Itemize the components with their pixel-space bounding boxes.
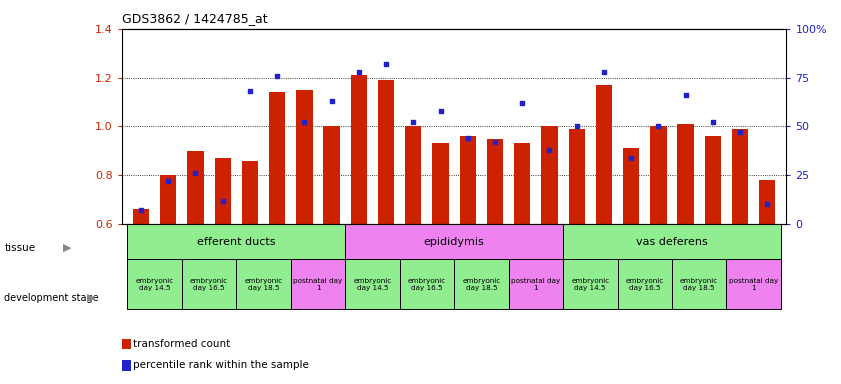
Bar [459, 136, 476, 224]
Bar [569, 129, 584, 224]
Bar [623, 148, 639, 224]
Bar [759, 180, 775, 224]
Point [461, 135, 474, 141]
Bar [345, 260, 399, 309]
Bar [399, 260, 454, 309]
Bar [160, 175, 177, 224]
Point [706, 119, 720, 126]
Text: ▶: ▶ [87, 293, 95, 303]
Text: embryonic
day 18.5: embryonic day 18.5 [463, 278, 500, 291]
Bar [324, 126, 340, 224]
Point [325, 98, 338, 104]
Bar [378, 80, 394, 224]
Bar [514, 144, 531, 224]
Bar [487, 139, 503, 224]
Text: transformed count: transformed count [133, 339, 230, 349]
Point [135, 207, 148, 214]
Text: vas deferens: vas deferens [636, 237, 708, 247]
Text: embryonic
day 18.5: embryonic day 18.5 [245, 278, 283, 291]
Text: percentile rank within the sample: percentile rank within the sample [133, 360, 309, 370]
Point [188, 170, 202, 176]
Text: embryonic
day 14.5: embryonic day 14.5 [353, 278, 392, 291]
Bar [454, 260, 509, 309]
Point [352, 69, 366, 75]
Bar [236, 260, 291, 309]
Bar [563, 224, 781, 260]
Text: epididymis: epididymis [424, 237, 484, 247]
Text: efferent ducts: efferent ducts [197, 237, 276, 247]
Bar [405, 126, 421, 224]
Text: ▶: ▶ [63, 243, 71, 253]
Text: embryonic
day 16.5: embryonic day 16.5 [408, 278, 446, 291]
Bar [432, 144, 449, 224]
Point [489, 139, 502, 145]
Text: development stage: development stage [4, 293, 99, 303]
Point [298, 119, 311, 126]
Point [570, 123, 584, 129]
Point [652, 123, 665, 129]
Bar [672, 260, 727, 309]
Bar [563, 260, 617, 309]
Bar [291, 260, 345, 309]
Bar [650, 126, 667, 224]
Bar [727, 260, 781, 309]
Text: embryonic
day 16.5: embryonic day 16.5 [190, 278, 228, 291]
Text: postnatal day
1: postnatal day 1 [729, 278, 778, 291]
Bar [269, 92, 285, 224]
Bar [127, 224, 345, 260]
Bar [188, 151, 204, 224]
Text: tissue: tissue [4, 243, 35, 253]
Bar [127, 260, 182, 309]
Bar [182, 260, 236, 309]
Point [271, 73, 284, 79]
Point [434, 108, 447, 114]
Bar [595, 85, 612, 224]
Bar [214, 158, 231, 224]
Text: embryonic
day 16.5: embryonic day 16.5 [626, 278, 664, 291]
Point [624, 154, 637, 161]
Text: embryonic
day 14.5: embryonic day 14.5 [571, 278, 610, 291]
Bar [542, 126, 558, 224]
Point [379, 61, 393, 67]
Point [216, 197, 230, 204]
Text: embryonic
day 14.5: embryonic day 14.5 [135, 278, 174, 291]
Bar [241, 161, 258, 224]
Text: postnatal day
1: postnatal day 1 [294, 278, 342, 291]
Bar [732, 129, 748, 224]
Text: GDS3862 / 1424785_at: GDS3862 / 1424785_at [122, 12, 267, 25]
Point [406, 119, 420, 126]
Point [243, 88, 257, 94]
Point [679, 92, 692, 98]
Point [516, 100, 529, 106]
Bar [705, 136, 721, 224]
Bar [509, 260, 563, 309]
Bar [133, 209, 149, 224]
Point [760, 201, 774, 207]
Point [161, 178, 175, 184]
Bar [677, 124, 694, 224]
Point [733, 129, 747, 135]
Bar [617, 260, 672, 309]
Point [597, 69, 611, 75]
Bar [296, 90, 313, 224]
Text: postnatal day
1: postnatal day 1 [511, 278, 560, 291]
Bar [351, 75, 367, 224]
Point [542, 147, 556, 153]
Text: embryonic
day 18.5: embryonic day 18.5 [680, 278, 718, 291]
Bar [345, 224, 563, 260]
